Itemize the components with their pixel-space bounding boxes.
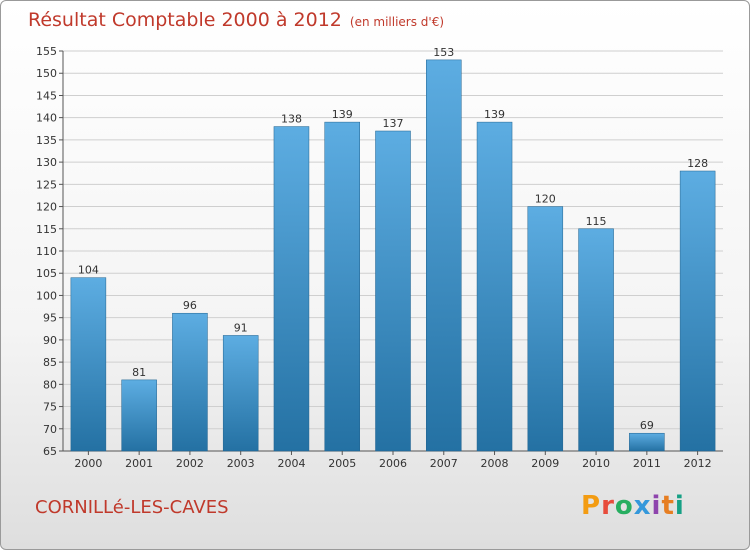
y-tick-label: 90 xyxy=(43,334,57,347)
y-tick-label: 150 xyxy=(36,67,57,80)
y-tick-label: 95 xyxy=(43,312,57,325)
x-tick-label: 2008 xyxy=(481,457,509,470)
y-tick-label: 100 xyxy=(36,289,57,302)
y-tick-label: 135 xyxy=(36,134,57,147)
data-label: 153 xyxy=(433,46,454,59)
data-label: 104 xyxy=(78,264,99,277)
y-tick-label: 85 xyxy=(43,356,57,369)
data-label: 91 xyxy=(234,321,248,334)
data-label: 96 xyxy=(183,299,197,312)
y-tick-label: 145 xyxy=(36,89,57,102)
bar xyxy=(578,228,614,452)
y-tick-label: 70 xyxy=(43,423,57,436)
x-tick-label: 2001 xyxy=(125,457,153,470)
y-tick-label: 115 xyxy=(36,223,57,236)
x-tick-label: 2002 xyxy=(176,457,204,470)
x-tick-label: 2007 xyxy=(430,457,458,470)
bar xyxy=(222,335,259,452)
title-text: Résultat Comptable 2000 à 2012 xyxy=(28,9,342,31)
data-label: 138 xyxy=(281,113,302,126)
commune-name: CORNILLé-LES-CAVES xyxy=(35,497,229,518)
data-label: 139 xyxy=(484,108,505,121)
logo-letter: t xyxy=(661,491,675,521)
bar xyxy=(324,121,360,452)
logo-letter: i xyxy=(674,491,685,521)
y-tick-label: 105 xyxy=(36,267,57,280)
data-label: 128 xyxy=(687,157,708,170)
x-tick-label: 2010 xyxy=(582,457,610,470)
y-tick-label: 125 xyxy=(36,178,57,191)
x-tick-label: 2004 xyxy=(277,457,305,470)
y-tick-label: 65 xyxy=(43,445,57,458)
chart-title: Résultat Comptable 2000 à 2012 (en millie… xyxy=(28,9,444,31)
data-label: 69 xyxy=(640,419,654,432)
x-tick-label: 2006 xyxy=(379,457,407,470)
data-label: 139 xyxy=(332,108,353,121)
y-tick-label: 110 xyxy=(36,245,57,258)
bar xyxy=(375,130,411,452)
y-tick-label: 155 xyxy=(36,45,57,58)
bar xyxy=(679,170,716,452)
x-tick-label: 2011 xyxy=(633,457,661,470)
data-label: 81 xyxy=(132,366,146,379)
x-tick-label: 2000 xyxy=(74,457,102,470)
data-label: 137 xyxy=(383,117,404,130)
y-tick-label: 75 xyxy=(43,401,57,414)
x-tick-label: 2005 xyxy=(328,457,356,470)
x-tick-label: 2009 xyxy=(531,457,559,470)
title-unit: (en milliers d'€) xyxy=(349,15,445,29)
proxiti-logo[interactable]: Proxiti xyxy=(581,491,685,521)
logo-letter: i xyxy=(651,491,662,521)
bar xyxy=(172,312,208,452)
x-tick-label: 2012 xyxy=(684,457,712,470)
bar xyxy=(121,379,157,452)
bar xyxy=(426,59,462,452)
bar xyxy=(273,126,310,452)
bar xyxy=(527,206,564,452)
logo-letter: r xyxy=(601,491,615,521)
bar xyxy=(629,432,665,452)
logo-letter: x xyxy=(633,491,652,521)
y-tick-label: 140 xyxy=(36,112,57,125)
x-tick-label: 2003 xyxy=(227,457,255,470)
y-tick-label: 80 xyxy=(43,378,57,391)
bar xyxy=(476,121,513,452)
bar xyxy=(70,277,107,452)
data-label: 120 xyxy=(535,193,556,206)
logo-letter: P xyxy=(581,491,602,521)
y-tick-label: 120 xyxy=(36,201,57,214)
logo-letter: o xyxy=(614,491,634,521)
data-label: 115 xyxy=(586,215,607,228)
y-tick-label: 130 xyxy=(36,156,57,169)
